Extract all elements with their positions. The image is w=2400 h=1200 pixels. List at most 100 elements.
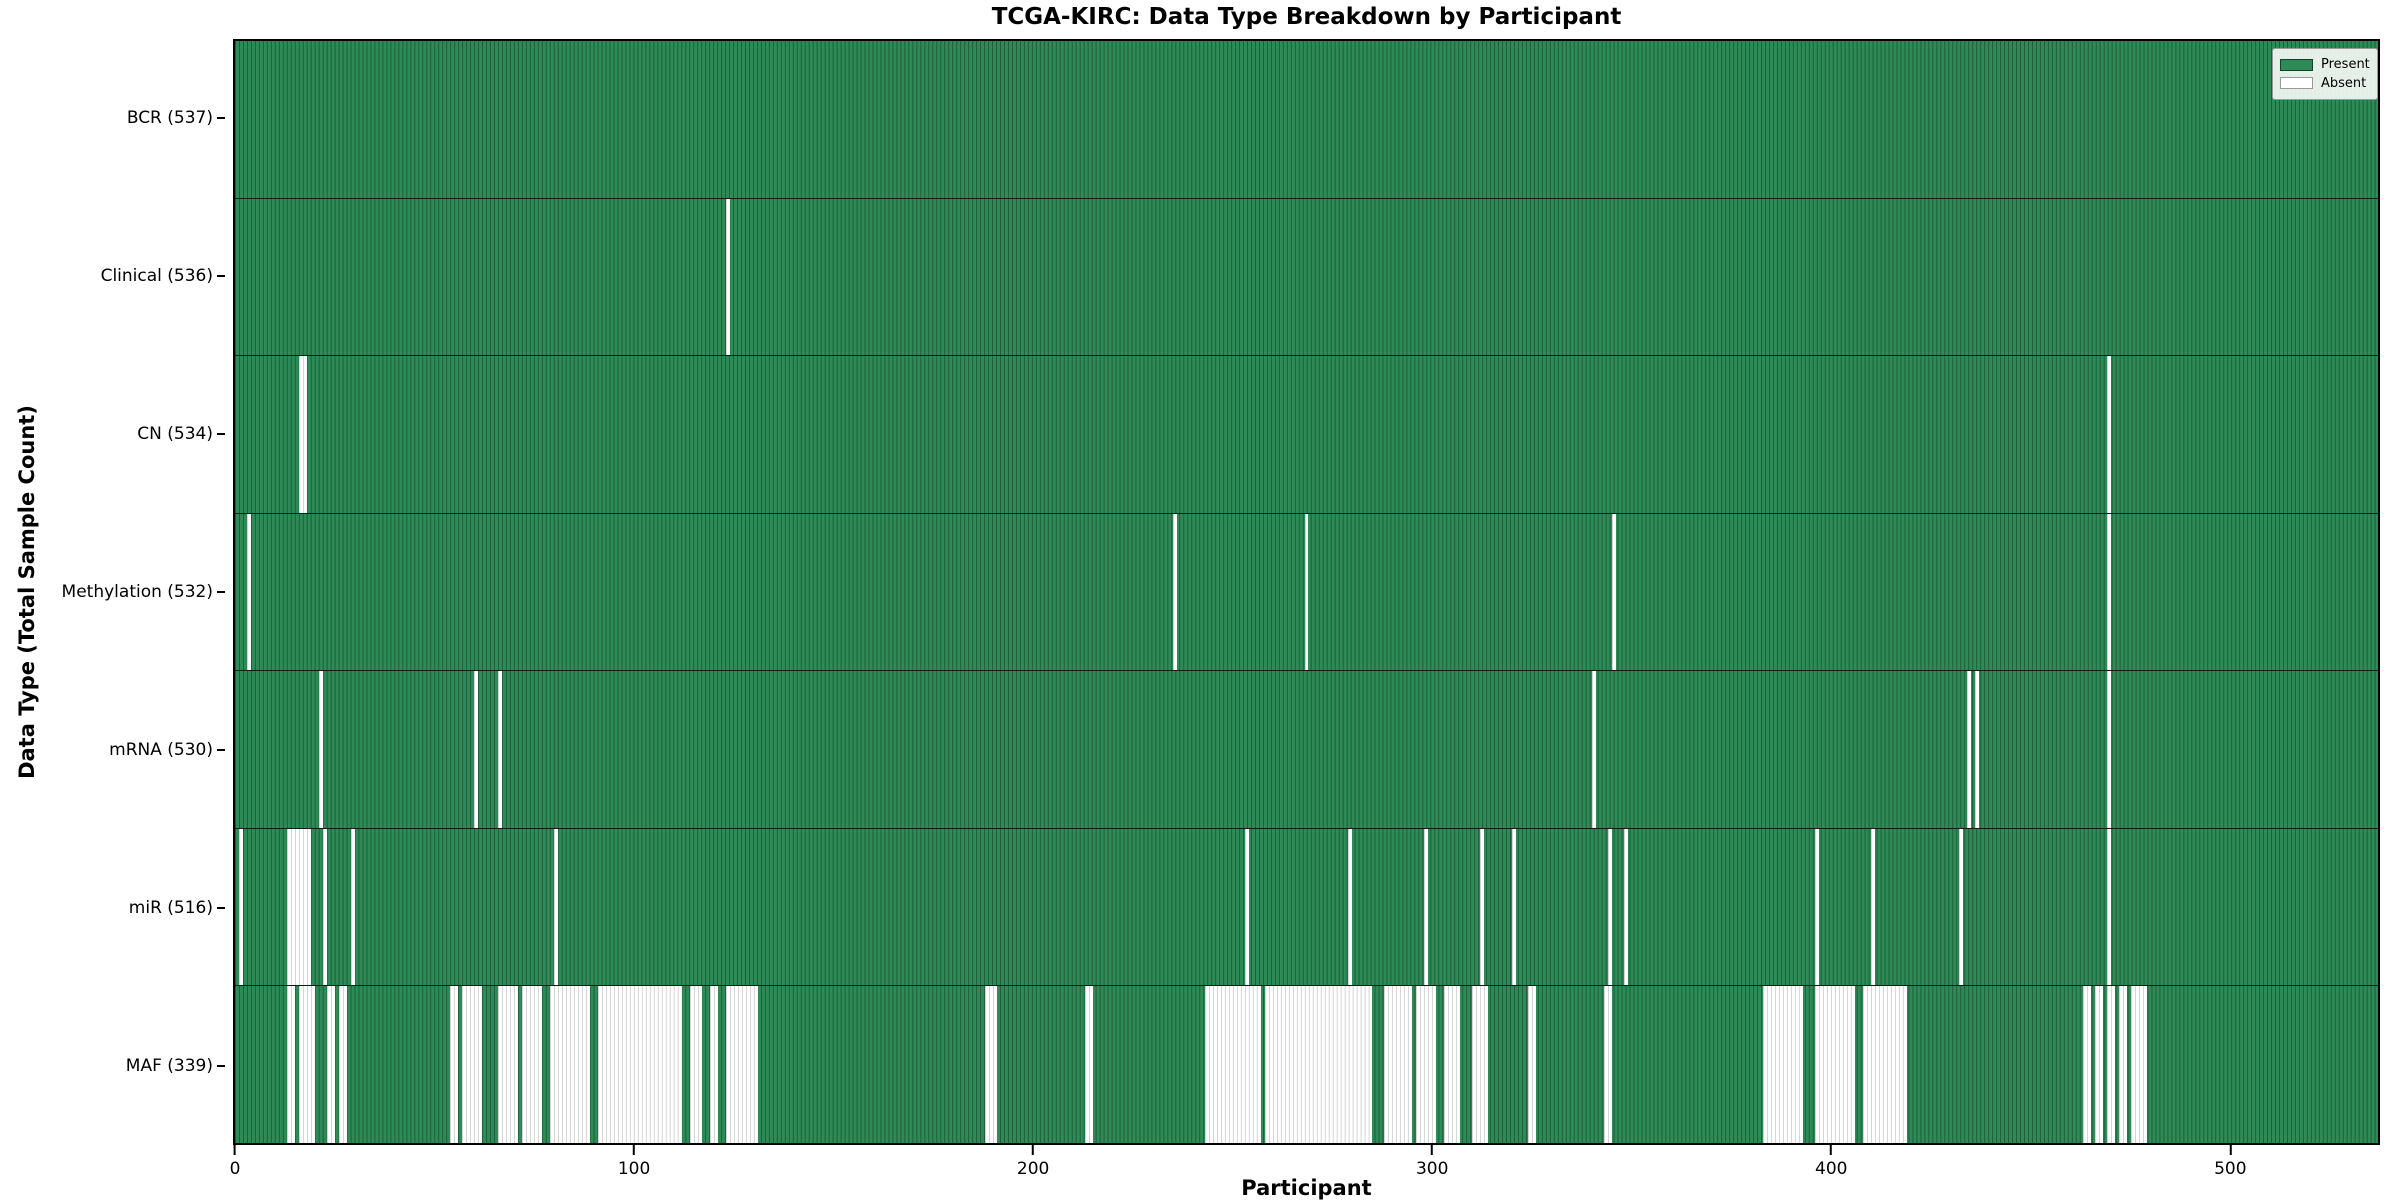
absent-gap bbox=[2106, 513, 2111, 671]
absent-gap bbox=[286, 986, 295, 1144]
absent-gap bbox=[298, 986, 307, 1144]
x-axis: 0 100 200 300 400 500 bbox=[230, 1145, 2378, 1200]
absent-gap bbox=[2106, 986, 2115, 1144]
absent-gap bbox=[1763, 986, 1804, 1144]
absent-gap bbox=[558, 986, 591, 1144]
legend: Present Absent bbox=[2272, 48, 2378, 101]
absent-gap bbox=[238, 828, 243, 986]
absent-gap bbox=[1085, 986, 1093, 1144]
absent-gap bbox=[2106, 356, 2111, 513]
row-mir bbox=[235, 828, 2378, 987]
absent-gap bbox=[598, 986, 682, 1144]
y-tick-label-bcr: BCR (537) bbox=[126, 108, 213, 128]
absent-gap bbox=[1611, 513, 1616, 671]
absent-gap bbox=[2118, 986, 2127, 1144]
absent-gap bbox=[709, 986, 718, 1144]
legend-swatch-present bbox=[2280, 58, 2313, 71]
absent-gap bbox=[338, 986, 347, 1144]
absent-gap bbox=[326, 986, 335, 1144]
absent-gap bbox=[1512, 828, 1516, 986]
absent-gap bbox=[985, 986, 998, 1144]
x-tick-500: 500 bbox=[2214, 1145, 2247, 1179]
absent-gap bbox=[350, 828, 355, 986]
absent-gap bbox=[1974, 671, 1979, 828]
x-tick-text: 100 bbox=[617, 1159, 651, 1179]
absent-gap bbox=[286, 828, 311, 986]
y-tick-label-mir: miR (516) bbox=[128, 898, 213, 918]
absent-gap bbox=[1384, 986, 1413, 1144]
absent-gap bbox=[689, 986, 702, 1144]
x-tick-text: 400 bbox=[1815, 1159, 1848, 1179]
legend-item-present: Present bbox=[2280, 57, 2370, 73]
absent-gap bbox=[1348, 828, 1353, 986]
x-tick-text: 200 bbox=[1016, 1159, 1050, 1179]
row-clinical bbox=[235, 198, 2378, 357]
absent-gap bbox=[1958, 828, 1963, 986]
x-tick-mark bbox=[1032, 1145, 1035, 1155]
absent-gap bbox=[1815, 828, 1820, 986]
x-tick-400: 400 bbox=[1815, 1145, 1847, 1179]
absent-gap bbox=[1424, 828, 1429, 986]
absent-gap bbox=[725, 986, 758, 1144]
y-tick-label-mrna: mRNA (530) bbox=[109, 740, 213, 760]
y-tick-label-clinical: Clinical (536) bbox=[100, 266, 213, 286]
absent-gap bbox=[1304, 513, 1309, 671]
x-tick-100: 100 bbox=[618, 1145, 650, 1179]
absent-gap bbox=[522, 986, 543, 1144]
absent-gap bbox=[1444, 986, 1461, 1144]
x-tick-text: 500 bbox=[2214, 1159, 2247, 1179]
row-methylation bbox=[235, 513, 2378, 672]
plot-area bbox=[233, 39, 2380, 1145]
absent-gap bbox=[322, 828, 327, 986]
y-tick-mark bbox=[217, 749, 225, 751]
x-axis-label: Participant bbox=[1241, 1176, 1372, 1200]
y-tick-labels: BCR (537) Clinical (536) CN (534) Methylati… bbox=[0, 39, 225, 1145]
row-bcr bbox=[235, 41, 2378, 199]
absent-gap bbox=[1480, 828, 1485, 986]
absent-gap bbox=[1416, 986, 1437, 1144]
absent-gap bbox=[2082, 986, 2091, 1144]
x-tick-0: 0 bbox=[229, 1145, 241, 1179]
absent-gap bbox=[2106, 671, 2111, 828]
absent-gap bbox=[1204, 986, 1261, 1144]
legend-swatch-absent bbox=[2280, 77, 2313, 90]
absent-gap bbox=[1966, 671, 1971, 828]
absent-gap bbox=[2130, 986, 2147, 1144]
x-tick-mark bbox=[233, 1145, 236, 1155]
x-tick-mark bbox=[1431, 1145, 1434, 1155]
absent-gap bbox=[1863, 986, 1908, 1144]
absent-gap bbox=[1172, 513, 1177, 671]
absent-gap bbox=[462, 986, 483, 1144]
absent-gap bbox=[550, 986, 559, 1144]
absent-gap bbox=[1871, 828, 1876, 986]
x-tick-200: 200 bbox=[1017, 1145, 1049, 1179]
x-tick-mark bbox=[1830, 1145, 1833, 1155]
x-tick-text: 0 bbox=[229, 1159, 241, 1179]
absent-gap bbox=[1607, 828, 1612, 986]
legend-label: Present bbox=[2321, 57, 2370, 72]
y-tick-mark bbox=[217, 591, 225, 593]
y-tick-mark bbox=[217, 907, 225, 909]
absent-gap bbox=[554, 828, 559, 986]
absent-gap bbox=[2106, 828, 2111, 986]
absent-gap bbox=[450, 986, 459, 1144]
legend-item-absent: Absent bbox=[2280, 76, 2370, 92]
absent-gap bbox=[474, 671, 479, 828]
absent-gap bbox=[1264, 986, 1373, 1144]
absent-gap bbox=[298, 356, 307, 513]
absent-gap bbox=[1527, 986, 1536, 1144]
absent-gap bbox=[1603, 986, 1612, 1144]
y-tick-mark bbox=[217, 1065, 225, 1067]
absent-gap bbox=[1244, 828, 1249, 986]
absent-gap bbox=[318, 671, 323, 828]
x-tick-mark bbox=[2229, 1145, 2232, 1155]
absent-gap bbox=[306, 986, 315, 1144]
y-tick-label-maf: MAF (339) bbox=[125, 1056, 213, 1076]
absent-gap bbox=[2094, 986, 2103, 1144]
absent-gap bbox=[725, 198, 730, 356]
y-tick-label-cn: CN (534) bbox=[137, 424, 213, 444]
absent-gap bbox=[1623, 828, 1628, 986]
absent-gap bbox=[246, 513, 251, 671]
row-mrna bbox=[235, 671, 2378, 829]
